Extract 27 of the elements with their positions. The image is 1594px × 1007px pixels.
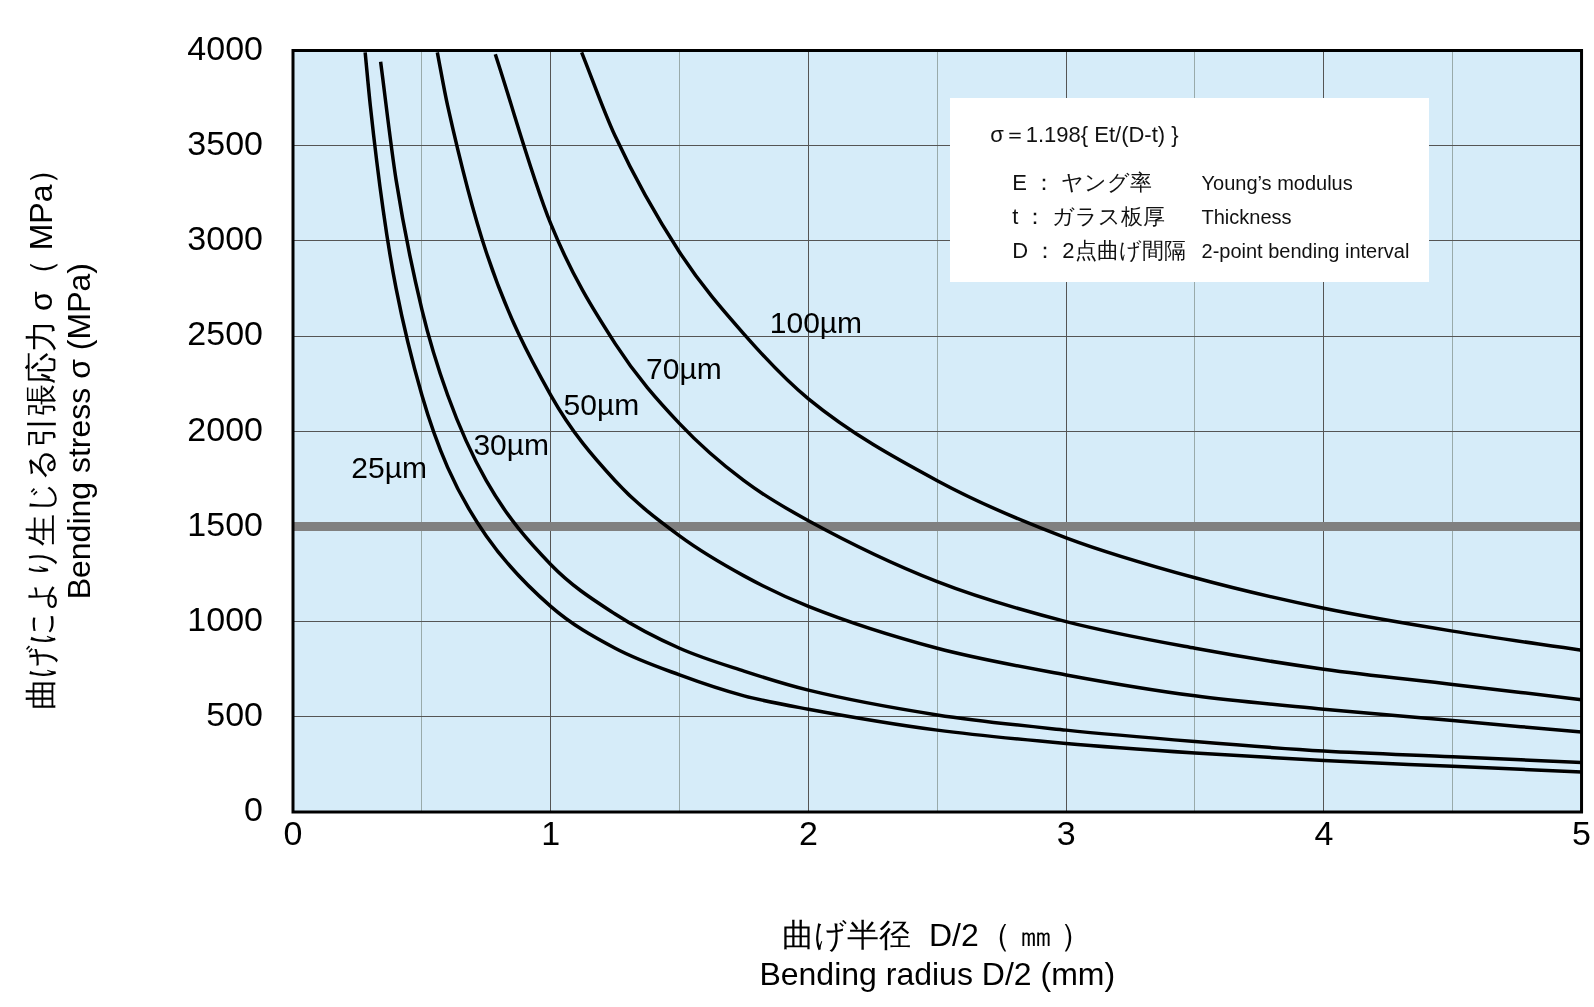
- x-tick-label: 0: [283, 813, 303, 852]
- series-label: 30µm: [473, 427, 550, 461]
- y-tick-label: 2000: [187, 409, 263, 448]
- y-axis-title: 曲げにより生じる引張応力 σ（ MPa） Bending stress σ (MPa): [23, 152, 98, 710]
- series-label: 50µm: [563, 387, 640, 421]
- annotation: Young’s modulus: [1201, 171, 1354, 195]
- y-tick-label: 2500: [187, 314, 263, 353]
- x-tick-label: 5: [1572, 813, 1592, 852]
- annotation: D ： 2点曲げ間隔: [1012, 237, 1186, 266]
- series-label: 25µm: [351, 450, 428, 484]
- annotation: t ： ガラス板厚: [1012, 203, 1167, 232]
- x-axis-title: 曲げ半径 D/2（ ㎜ ） Bending radius D/2 (mm): [759, 917, 1116, 992]
- x-tick-label: 2: [798, 813, 818, 852]
- y-tick-label: 4000: [187, 28, 263, 67]
- annotation: E ： ヤング率: [1012, 169, 1154, 198]
- x-tick-label: 4: [1314, 813, 1334, 852]
- x-tick-label: 1: [541, 813, 561, 852]
- series-label: 70µm: [646, 351, 722, 385]
- y-tick-label: 3500: [187, 123, 263, 162]
- y-tick-label: 1500: [187, 504, 263, 543]
- annotation: σ＝1.198{ Et/(D-t) }: [990, 121, 1180, 150]
- x-tick-label: 3: [1056, 813, 1076, 852]
- annotation: Thickness: [1201, 205, 1293, 229]
- y-tick-label: 3000: [187, 219, 263, 258]
- annotation: 2-point bending interval: [1201, 239, 1410, 263]
- y-tick-label: 1000: [187, 599, 263, 638]
- y-tick-label: 500: [206, 695, 263, 734]
